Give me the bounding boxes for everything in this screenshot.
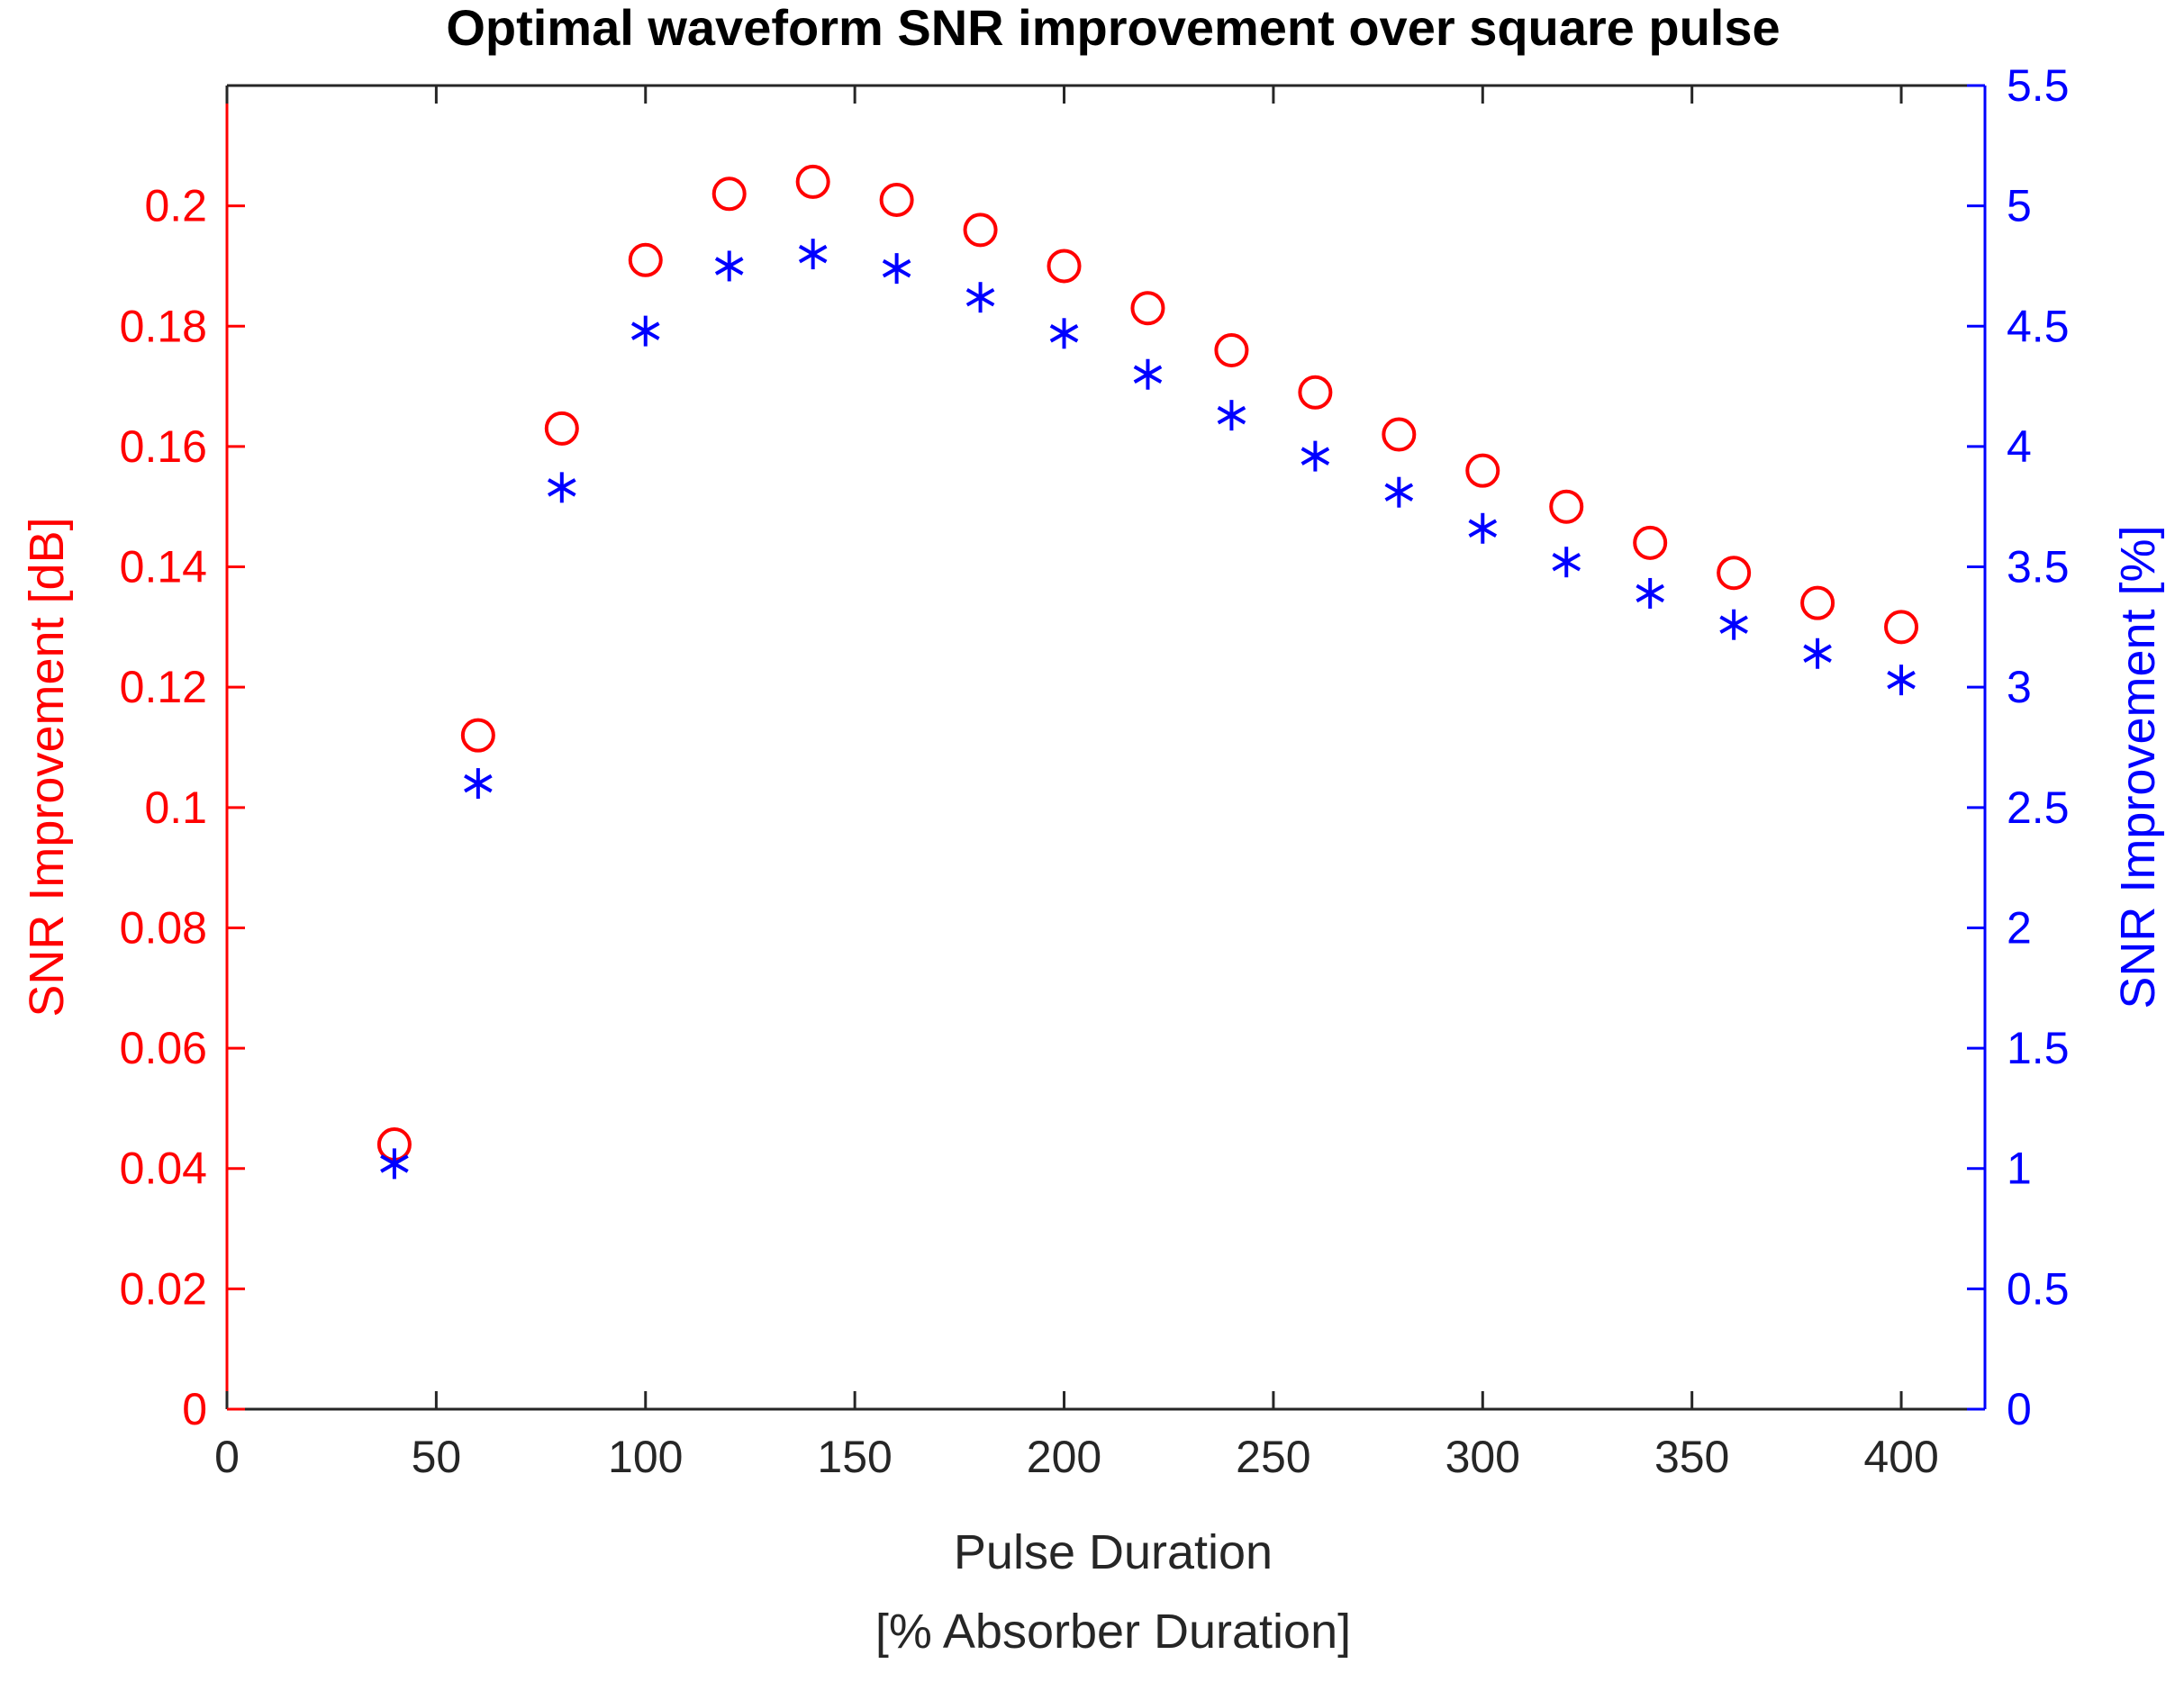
chart-title: Optimal waveform SNR improvement over sq… [446,0,1780,56]
data-point-asterisk [1719,609,1748,640]
data-point-circle [1465,453,1500,488]
y-left-tick-label: 0.18 [120,301,207,351]
y-right-tick-label: 2.5 [2007,782,2070,833]
asterisk-stroke [548,478,576,497]
data-point-circle [544,411,579,446]
y-left-tick-label: 0.16 [120,421,207,472]
asterisk-stroke [1719,615,1748,634]
data-point-circle [1800,585,1835,620]
data-point-asterisk [1887,665,1916,696]
data-point-asterisk [1803,638,1832,669]
data-point-circle [1382,417,1417,452]
data-point-asterisk [798,239,828,270]
y-right-tick-label: 2 [2007,902,2032,953]
data-point-circle [1633,525,1668,560]
data-point-asterisk [464,768,493,800]
data-point-circle [1884,610,1919,645]
x-tick-label: 0 [214,1432,240,1482]
data-point-circle [1717,556,1752,591]
asterisk-stroke [1049,324,1079,343]
data-point-asterisk [1133,358,1163,390]
y-left-tick-label: 0.06 [120,1023,207,1073]
asterisk-stroke [464,773,493,793]
y-left-tick-label: 0 [182,1384,207,1434]
data-point-circle [1130,291,1165,326]
y-right-tick-label: 0 [2007,1384,2032,1434]
y-right-tick-label: 5.5 [2007,60,2070,111]
y-left-tick-label: 0.14 [120,542,207,592]
data-point-circle [963,213,998,248]
asterisk-stroke [798,244,828,264]
data-point-asterisk [1384,476,1414,508]
x-tick-label: 300 [1445,1432,1520,1482]
y-right-tick-label: 1 [2007,1144,2032,1194]
data-point-asterisk [965,282,995,313]
x-tick-label: 100 [608,1432,683,1482]
data-point-asterisk [1217,400,1246,431]
asterisk-stroke [1133,365,1163,384]
asterisk-stroke [1803,644,1832,663]
data-point-circle [1047,249,1082,284]
y-right-tick-label: 4 [2007,421,2032,472]
y-right-tick-label: 3 [2007,662,2032,712]
data-point-asterisk [714,250,744,282]
asterisk-stroke [1887,670,1916,690]
x-tick-label: 50 [412,1432,462,1482]
x-tick-label: 200 [1027,1432,1101,1482]
data-point-asterisk [1552,547,1581,578]
asterisk-stroke [1636,583,1664,603]
data-point-circle [795,164,830,199]
asterisk-stroke [714,257,744,276]
data-point-circle [711,176,747,212]
data-point-asterisk [1300,440,1330,472]
data-point-circle [879,182,914,217]
asterisk-stroke [1384,483,1414,502]
y-right-tick-label: 5 [2007,181,2032,231]
asterisk-stroke [1217,405,1246,425]
y-right-tick-label: 0.5 [2007,1263,2070,1314]
y-right-tick-label: 1.5 [2007,1023,2070,1073]
asterisk-stroke [1468,519,1498,538]
y-right-tick-label: 3.5 [2007,542,2070,592]
asterisk-stroke [1552,552,1581,572]
data-point-asterisk [548,472,576,503]
y-axis-left-label: SNR Improvement [dB] [20,517,74,1017]
x-axis-label-line2: [% Absorber Duration] [875,1605,1351,1659]
data-point-circle [1298,375,1333,410]
data-point-circle [460,718,495,753]
y-left-tick-label: 0.04 [120,1144,207,1194]
y-left-tick-label: 0.02 [120,1263,207,1314]
data-points [376,164,1919,1180]
ticks: 0 50 100 150 200 250 300 350 40000.020.040.060.0… [120,60,2070,1482]
x-tick-label: 150 [817,1432,892,1482]
y-left-tick-label: 0.08 [120,902,207,953]
asterisk-stroke [630,321,660,340]
data-point-asterisk [1049,318,1079,349]
data-point-circle [628,242,663,277]
asterisk-stroke [1300,447,1330,466]
data-point-asterisk [380,1148,409,1180]
asterisk-stroke [965,287,995,307]
y-left-tick-label: 0.1 [144,782,207,833]
y-left-tick-label: 0.2 [144,181,207,231]
y-right-tick-label: 4.5 [2007,301,2070,351]
x-tick-label: 350 [1654,1432,1729,1482]
data-point-asterisk [630,315,660,347]
asterisk-stroke [380,1154,409,1173]
data-point-circle [1214,333,1249,367]
data-point-asterisk [882,253,911,285]
x-tick-label: 250 [1236,1432,1310,1482]
y-axis-right-label: SNR Improvement [%] [2111,525,2165,1008]
asterisk-stroke [882,258,911,278]
data-point-circle [1549,489,1584,524]
x-axis-label-line1: Pulse Duration [954,1525,1273,1579]
y-left-tick-label: 0.12 [120,662,207,712]
x-tick-label: 400 [1863,1432,1938,1482]
data-point-asterisk [1636,577,1664,609]
data-point-asterisk [1468,512,1498,544]
axes [225,84,1987,1411]
